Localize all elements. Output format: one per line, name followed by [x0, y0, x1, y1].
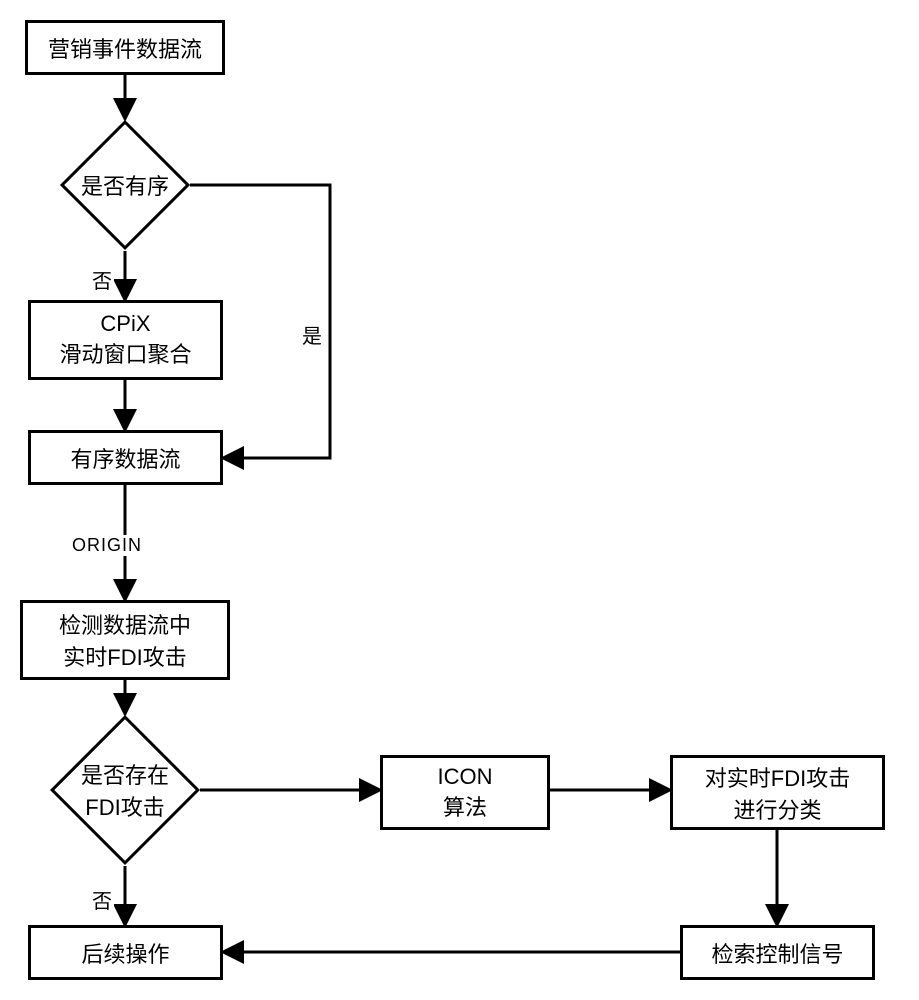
node-classify-fdi: 对实时FDI攻击 进行分类 — [670, 755, 885, 830]
decision-fdi-exists: 是否存在 FDI攻击 — [50, 715, 200, 865]
node-label: 营销事件数据流 — [48, 32, 202, 64]
node-label: 后续操作 — [81, 937, 169, 969]
node-cpix-window: CPiX 滑动窗口聚合 — [28, 300, 223, 380]
edge-label-no-1: 否 — [90, 265, 114, 294]
node-followup: 后续操作 — [28, 925, 223, 980]
node-marketing-data-stream: 营销事件数据流 — [25, 20, 225, 75]
edge-label-yes-1: 是 — [300, 320, 324, 349]
node-label: 对实时FDI攻击 进行分类 — [705, 761, 850, 825]
node-label: CPiX 滑动窗口聚合 — [59, 311, 191, 369]
edge-label-no-2: 否 — [90, 885, 114, 914]
node-retrieve-control-signal: 检索控制信号 — [680, 925, 875, 980]
node-label: 有序数据流 — [70, 442, 180, 474]
edge-label-origin: ORIGIN — [70, 535, 144, 556]
node-label: 检测数据流中 实时FDI攻击 — [59, 608, 191, 672]
node-label: ICON 算法 — [438, 764, 493, 822]
node-icon-algorithm: ICON 算法 — [380, 755, 550, 830]
node-ordered-stream: 有序数据流 — [28, 430, 223, 485]
flowchart-canvas: 营销事件数据流 CPiX 滑动窗口聚合 有序数据流 检测数据流中 实时FDI攻击… — [0, 0, 919, 1000]
node-detect-fdi: 检测数据流中 实时FDI攻击 — [20, 600, 230, 680]
decision-is-ordered: 是否有序 — [60, 120, 190, 250]
node-label: 检索控制信号 — [711, 937, 843, 969]
decision-label: 是否存在 FDI攻击 — [81, 758, 169, 822]
decision-label: 是否有序 — [81, 169, 169, 201]
